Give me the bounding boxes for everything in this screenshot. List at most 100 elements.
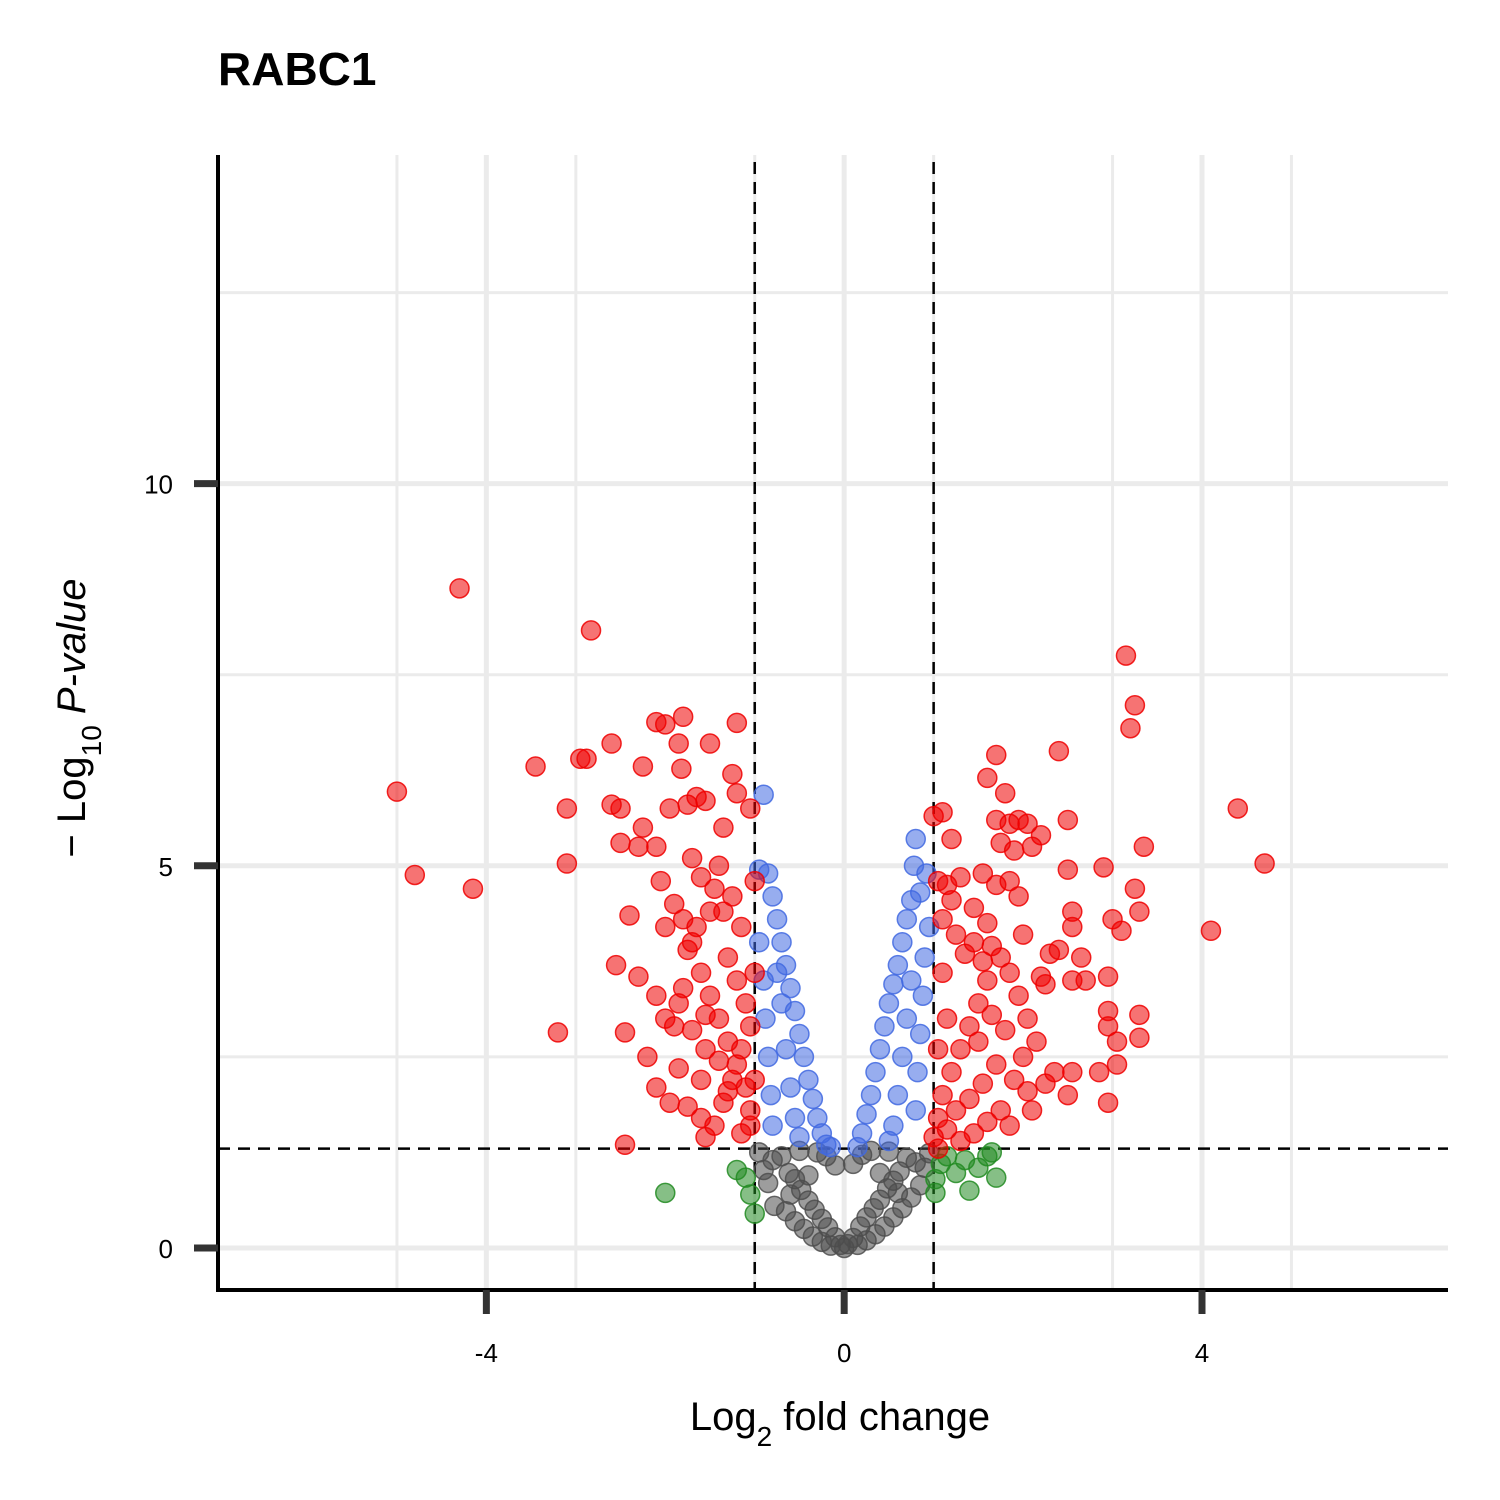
data-point-both (1088, 1061, 1110, 1083)
data-point-p (762, 1115, 783, 1136)
data-point-p (793, 1046, 815, 1068)
data-point-both (1021, 836, 1043, 857)
data-point-both (945, 924, 967, 945)
data-point-log2FC (740, 1184, 761, 1205)
data-point-p (766, 962, 788, 984)
grid-lines (216, 155, 1448, 1290)
data-point-p (860, 1084, 882, 1106)
data-point-both (713, 817, 734, 838)
data-point-both (695, 1126, 716, 1148)
data-point-both (722, 763, 743, 785)
data-point-p (907, 1061, 928, 1083)
data-point-both (735, 993, 757, 1014)
data-point-p (883, 974, 904, 995)
data-point-both (1227, 798, 1249, 819)
data-point-both (1057, 809, 1079, 831)
data-point-log2FC (986, 1167, 1007, 1188)
data-point-both (525, 756, 546, 777)
data-point-both (1097, 1016, 1119, 1037)
data-point-p (896, 1008, 918, 1029)
data-point-p (766, 909, 788, 930)
data-point-log2FC (744, 1203, 765, 1224)
data-point-both (619, 905, 640, 926)
data-point-p (905, 828, 926, 850)
data-point-both (668, 993, 689, 1014)
x-tick-label: -4 (475, 1338, 498, 1368)
data-point-both (547, 1022, 569, 1043)
data-point-both (677, 939, 698, 961)
data-point-both (950, 867, 971, 888)
data-point-both (1120, 717, 1141, 739)
data-point-p (760, 1084, 782, 1106)
data-point-log2FC (981, 1142, 1003, 1163)
data-point-both (1129, 901, 1150, 922)
data-point-p (757, 1046, 779, 1068)
data-point-both (610, 798, 631, 819)
data-point-both (986, 744, 1007, 766)
data-point-both (994, 782, 1016, 804)
data-point-both (576, 748, 597, 770)
data-point-both (963, 1123, 985, 1144)
data-point-both (1048, 740, 1070, 762)
data-point-both (614, 1134, 636, 1156)
data-point-both (655, 1008, 676, 1029)
data-point-both (1008, 985, 1029, 1006)
data-point-both (1012, 924, 1034, 945)
data-point-both (740, 798, 761, 819)
data-point-both (610, 832, 631, 854)
data-point-p (780, 1077, 801, 1098)
data-point-p (905, 1100, 926, 1121)
data-point-p (762, 886, 783, 907)
data-point-both (1057, 1084, 1079, 1106)
data-point-log2FC (959, 1180, 980, 1201)
data-point-both (404, 864, 426, 886)
data-point-both (699, 901, 721, 922)
data-point-both (671, 758, 692, 779)
data-point-both (744, 870, 765, 892)
data-point-both (556, 853, 578, 874)
data-point-both (690, 1069, 712, 1091)
data-point-p (780, 977, 801, 999)
data-points (386, 578, 1275, 1259)
data-point-both (999, 962, 1020, 984)
data-point-p (892, 1046, 913, 1068)
data-point-p (784, 1107, 806, 1129)
data-point-both (740, 1115, 761, 1136)
y-tick-label: 10 (144, 470, 173, 500)
x-tick-label: 0 (837, 1338, 851, 1368)
data-point-both (986, 1054, 1007, 1075)
data-point-both (927, 1038, 949, 1060)
data-point-both (646, 985, 667, 1006)
data-point-both (708, 855, 730, 877)
data-point-both (695, 1004, 716, 1026)
data-point-p (865, 1061, 886, 1083)
data-point-both (637, 1046, 658, 1068)
data-point-p (771, 931, 792, 953)
data-point-both (744, 962, 765, 984)
data-point-p (887, 1084, 909, 1106)
data-point-both (556, 798, 578, 819)
data-point-both (963, 897, 985, 919)
data-point-both (663, 893, 685, 915)
data-point-both (449, 578, 470, 599)
data-point-both (941, 828, 962, 850)
data-point-both (1012, 1046, 1034, 1068)
data-point-both (999, 870, 1020, 892)
data-point-both (1111, 920, 1132, 942)
data-point-both (1017, 1081, 1038, 1102)
data-point-both (655, 916, 676, 938)
data-point-both (945, 1100, 967, 1121)
data-point-NS (820, 1235, 842, 1256)
data-point-NS (757, 1172, 779, 1194)
data-point-p (802, 1088, 824, 1110)
data-point-both (932, 962, 953, 984)
data-point-p (887, 954, 909, 976)
data-point-both (1003, 840, 1025, 861)
data-point-both (1003, 1069, 1025, 1091)
data-point-both (659, 1092, 680, 1113)
data-point-both (1106, 1054, 1128, 1075)
data-point-both (1124, 878, 1146, 899)
data-point-both (677, 1096, 698, 1117)
data-point-both (699, 733, 721, 754)
data-point-log2FC (735, 1167, 757, 1188)
